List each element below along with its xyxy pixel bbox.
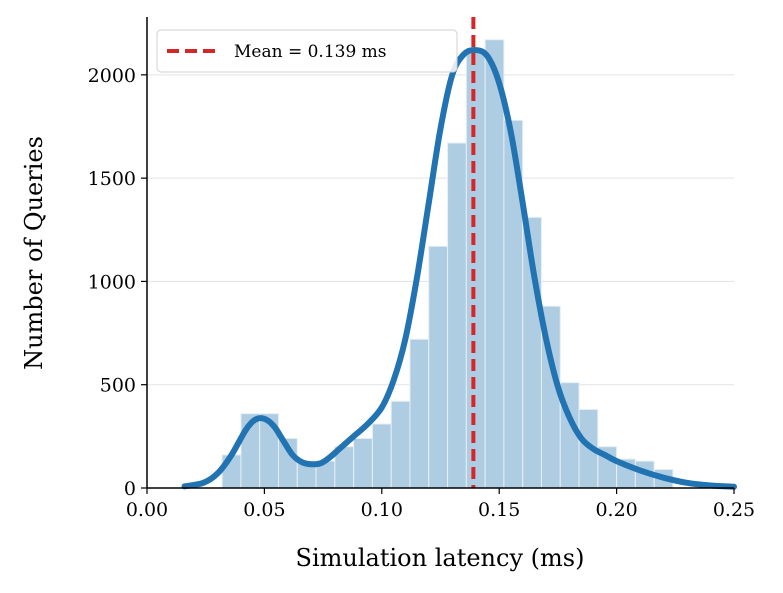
histogram-bar <box>447 142 467 489</box>
legend-mean-label: Mean = 0.139 ms <box>234 42 387 62</box>
histogram-bar <box>353 437 373 489</box>
y-tick-label: 1000 <box>88 271 136 293</box>
x-tick-label: 0.05 <box>243 499 285 521</box>
y-axis-title: Number of Queries <box>20 136 48 370</box>
histogram-bar <box>428 245 449 489</box>
axes <box>141 17 735 494</box>
x-tick-label: 0.25 <box>713 499 755 521</box>
y-tick-label: 2000 <box>88 65 136 87</box>
y-tick-label: 500 <box>100 375 136 397</box>
legend: Mean = 0.139 ms <box>156 29 458 73</box>
kde-curve-group <box>181 46 737 490</box>
kde-curve <box>181 46 737 490</box>
histogram-bar <box>390 400 411 489</box>
histogram-bar <box>371 423 392 489</box>
x-tick-label: 0.00 <box>126 499 168 521</box>
legend-box <box>156 29 458 73</box>
tick-labels: 0.00 0.05 0.10 0.15 0.20 0.25 0 500 1000 1500 2000 <box>88 65 756 521</box>
y-tick-label: 0 <box>124 478 136 500</box>
x-tick-label: 0.15 <box>478 499 520 521</box>
y-tick-label: 1500 <box>88 168 136 190</box>
x-tick-label: 0.20 <box>595 499 637 521</box>
histogram-bar <box>409 338 430 489</box>
histogram-bar <box>484 39 505 489</box>
histogram-bar <box>465 49 486 489</box>
x-axis-title: Simulation latency (ms) <box>296 544 585 572</box>
x-tick-label: 0.10 <box>361 499 403 521</box>
